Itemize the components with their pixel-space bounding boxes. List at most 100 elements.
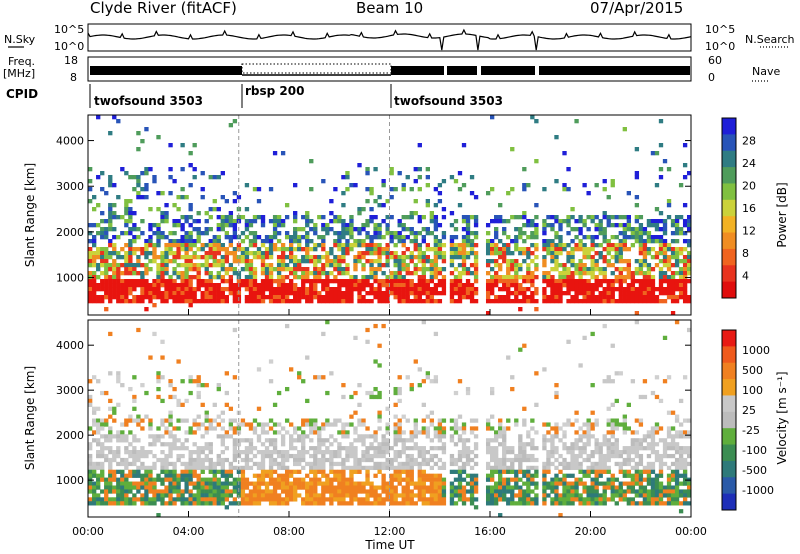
heatmap-cell	[228, 489, 234, 494]
heatmap-cell	[429, 481, 435, 486]
heatmap-cell	[92, 287, 97, 292]
heatmap-cell	[92, 299, 97, 304]
heatmap-cell	[389, 457, 394, 463]
heatmap-cell	[630, 457, 636, 463]
heatmap-cell	[108, 263, 113, 268]
heatmap-cell	[638, 469, 644, 474]
heatmap-cell	[674, 279, 680, 284]
heatmap-cell	[268, 187, 274, 192]
heatmap-cell	[240, 422, 246, 427]
heatmap-cell	[634, 279, 640, 284]
heatmap-cell	[485, 465, 491, 471]
heatmap-cell	[421, 402, 426, 407]
heatmap-cell	[490, 501, 495, 506]
heatmap-cell	[658, 501, 664, 506]
heatmap-cell	[638, 263, 644, 268]
heatmap-cell	[208, 461, 213, 467]
heatmap-cell	[602, 453, 607, 459]
heatmap-cell	[353, 390, 358, 396]
heatmap-cell	[642, 394, 648, 400]
heatmap-cell	[293, 183, 298, 188]
heatmap-cell	[674, 481, 680, 486]
heatmap-cell	[333, 215, 338, 220]
heatmap-cell	[381, 247, 386, 252]
heatmap-cell	[586, 485, 591, 490]
heatmap-cell	[421, 287, 426, 292]
heatmap-cell	[626, 481, 631, 486]
heatmap-cell	[618, 299, 623, 304]
velocity-heatmap-cells	[88, 320, 692, 518]
heatmap-cell	[510, 485, 515, 490]
heatmap-cell	[188, 453, 193, 459]
heatmap-cell	[670, 434, 676, 439]
heatmap-cell	[212, 259, 217, 264]
heatmap-cell	[204, 410, 209, 415]
heatmap-cell	[417, 283, 422, 288]
heatmap-cell	[397, 299, 402, 304]
heatmap-cell	[405, 295, 410, 300]
heatmap-cell	[562, 267, 567, 272]
heatmap-cell	[176, 263, 181, 268]
heatmap-cell	[329, 481, 334, 486]
heatmap-cell	[494, 446, 499, 451]
heatmap-cell	[329, 295, 334, 300]
heatmap-cell	[164, 215, 169, 220]
heatmap-cell	[112, 295, 117, 300]
heatmap-cell	[393, 497, 398, 502]
heatmap-cell	[449, 497, 455, 502]
heatmap-cell	[212, 418, 217, 423]
heatmap-cell	[301, 497, 306, 502]
heatmap-cell	[160, 398, 165, 404]
heatmap-cell	[409, 457, 414, 463]
heatmap-cell	[361, 255, 366, 260]
heatmap-cell	[317, 477, 322, 482]
heatmap-cell	[204, 501, 209, 506]
heatmap-cell	[305, 219, 310, 224]
heatmap-cell	[289, 239, 294, 244]
heatmap-cell	[421, 497, 426, 502]
heatmap-cell	[144, 453, 149, 459]
heatmap-cell	[268, 251, 274, 256]
heatmap-cell	[526, 235, 531, 240]
heatmap-cell	[313, 489, 318, 494]
heatmap-cell	[280, 438, 286, 443]
heatmap-cell	[433, 271, 439, 276]
heatmap-cell	[212, 299, 217, 304]
heatmap-cell	[272, 485, 278, 490]
heatmap-cell	[582, 291, 587, 296]
heatmap-cell	[542, 473, 547, 478]
heatmap-cell	[272, 450, 278, 455]
heatmap-cell	[232, 457, 238, 463]
heatmap-cell	[337, 271, 342, 276]
heatmap-cell	[397, 255, 402, 260]
heatmap-cell	[369, 215, 374, 220]
heatmap-cell	[144, 183, 149, 188]
heatmap-cell	[148, 299, 153, 304]
heatmap-cell	[686, 501, 692, 506]
heatmap-cell	[188, 267, 193, 272]
heatmap-cell	[682, 283, 688, 288]
heatmap-cell	[176, 453, 181, 459]
heatmap-cell	[252, 485, 258, 490]
heatmap-cell	[317, 469, 322, 474]
heatmap-cell	[164, 247, 169, 252]
heatmap-cell	[100, 255, 105, 260]
heatmap-cell	[88, 291, 93, 296]
heatmap-cell	[526, 481, 531, 486]
heatmap-cell	[429, 493, 435, 498]
heatmap-cell	[349, 394, 354, 400]
heatmap-cell	[104, 263, 109, 268]
heatmap-cell	[586, 295, 591, 300]
heatmap-cell	[646, 497, 652, 502]
heatmap-cell	[345, 243, 350, 248]
heatmap-cell	[212, 402, 217, 407]
heatmap-cell	[280, 299, 286, 304]
heatmap-cell	[216, 235, 221, 240]
heatmap-cell	[618, 231, 623, 236]
heatmap-cell	[598, 461, 603, 467]
heatmap-cell	[204, 299, 209, 304]
heatmap-cell	[333, 279, 338, 284]
heatmap-cell	[293, 453, 298, 459]
heatmap-cell	[268, 453, 274, 459]
heatmap-cell	[654, 493, 660, 498]
